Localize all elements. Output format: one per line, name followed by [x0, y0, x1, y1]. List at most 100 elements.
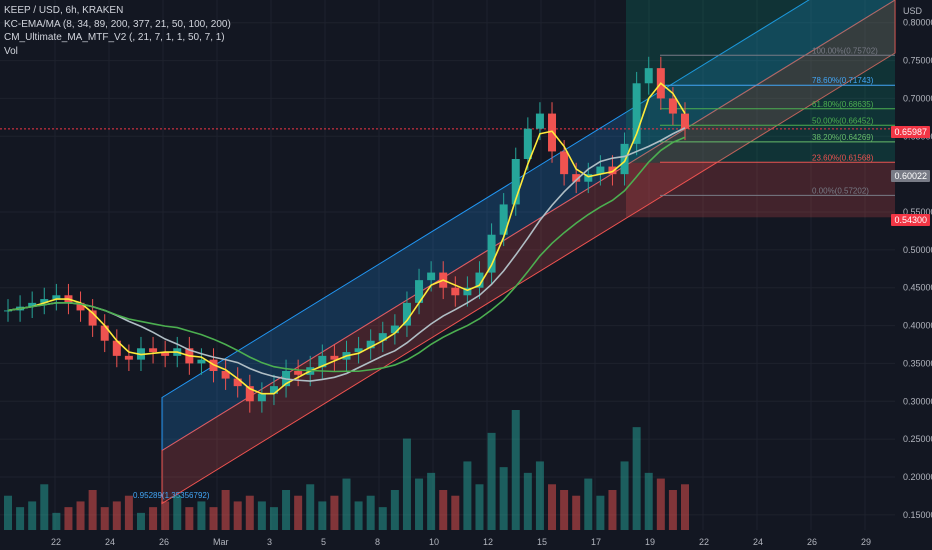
x-tick-label: Mar [213, 537, 229, 547]
fib-level-label: 38.20%(0.64269) [812, 133, 874, 142]
volume-bar [523, 472, 532, 530]
volume-bar [439, 490, 448, 530]
volume-bar [475, 484, 484, 530]
volume-bar [28, 501, 37, 530]
volume-bar [197, 501, 206, 530]
x-tick-label: 10 [429, 537, 439, 547]
volume-bar [282, 490, 291, 530]
candle-body [294, 371, 303, 375]
volume-bar [257, 501, 266, 530]
current-price-tag: 0.65987 [891, 126, 930, 138]
indicator-volume: Vol [4, 45, 18, 57]
candle-body [463, 287, 472, 296]
volume-bar [620, 461, 629, 530]
x-tick-label: 26 [159, 537, 169, 547]
volume-bar [112, 501, 121, 530]
volume-bar [402, 438, 411, 530]
volume-bar [596, 495, 605, 530]
volume-bar [427, 472, 436, 530]
fib-level-label: 61.80%(0.68635) [812, 100, 874, 109]
volume-bar [415, 478, 424, 530]
volume-bar [366, 495, 375, 530]
symbol-title: KEEP / USD, 6h, KRAKEN [4, 5, 124, 16]
volume-bar [451, 495, 460, 530]
x-tick-label: 17 [591, 537, 601, 547]
candle-body [149, 348, 158, 353]
volume-bar [52, 512, 61, 530]
candle-body [257, 393, 266, 402]
x-tick-label: 5 [321, 537, 326, 547]
volume-bar [294, 495, 303, 530]
candle-body [415, 280, 424, 303]
candle-body [100, 325, 109, 341]
volume-bar [342, 478, 351, 530]
x-tick-label: 22 [51, 537, 61, 547]
candle-body [28, 302, 37, 307]
candle-body [233, 378, 242, 387]
candle-body [197, 359, 206, 364]
x-tick-label: 19 [645, 537, 655, 547]
volume-bar [64, 507, 73, 530]
fib-zone-red [626, 162, 895, 218]
candle-body [451, 287, 460, 296]
candle-body [511, 159, 520, 205]
x-tick-label: 24 [105, 537, 115, 547]
volume-bar [149, 507, 158, 530]
volume-bar [221, 490, 230, 530]
candle-body [427, 272, 436, 281]
fib-level-label: 100.00%(0.75702) [812, 46, 878, 55]
volume-bar [269, 507, 278, 530]
volume-bar [681, 484, 689, 530]
volume-bar [548, 484, 557, 530]
level-price-tag: 0.60022 [891, 170, 930, 182]
volume-bar [100, 507, 109, 530]
volume-bar [40, 484, 49, 530]
candle-body [52, 295, 61, 300]
indicator-cm-ultimate: CM_Ultimate_MA_MTF_V2 (, 21, 7, 1, 1, 50… [4, 32, 225, 43]
volume-bar [390, 490, 399, 530]
fib-level-label: 50.00%(0.66452) [812, 116, 874, 125]
volume-bar [668, 490, 677, 530]
volume-bar [330, 495, 339, 530]
volume-bar [584, 478, 593, 530]
volume-bar [560, 490, 569, 530]
candle-body [644, 68, 653, 84]
candle-body [366, 340, 375, 349]
candle-body [318, 355, 327, 368]
volume-bar [173, 495, 182, 530]
candle-body [584, 174, 593, 182]
ma-slow-line [7, 127, 686, 382]
candle-body [390, 325, 399, 334]
volume-bar [463, 461, 472, 530]
candle-body [4, 310, 12, 312]
candle-body [124, 355, 133, 360]
x-tick-label: 29 [861, 537, 871, 547]
volume-bar [572, 495, 581, 530]
candle-body [112, 340, 121, 356]
volume-bar [354, 501, 363, 530]
candle-body [560, 151, 569, 175]
candle-body [620, 143, 629, 175]
candle-body [632, 83, 641, 144]
candle-body [40, 299, 49, 303]
x-tick-label: 3 [267, 537, 272, 547]
channel-label: 0.95289(1.35356792) [133, 491, 210, 500]
candle-body [402, 302, 411, 326]
candle-body [88, 310, 97, 326]
volume-bar [76, 501, 85, 530]
y-tick-label: 0.80000 [903, 18, 932, 28]
candle-body [608, 166, 617, 175]
candle-body [269, 386, 278, 394]
